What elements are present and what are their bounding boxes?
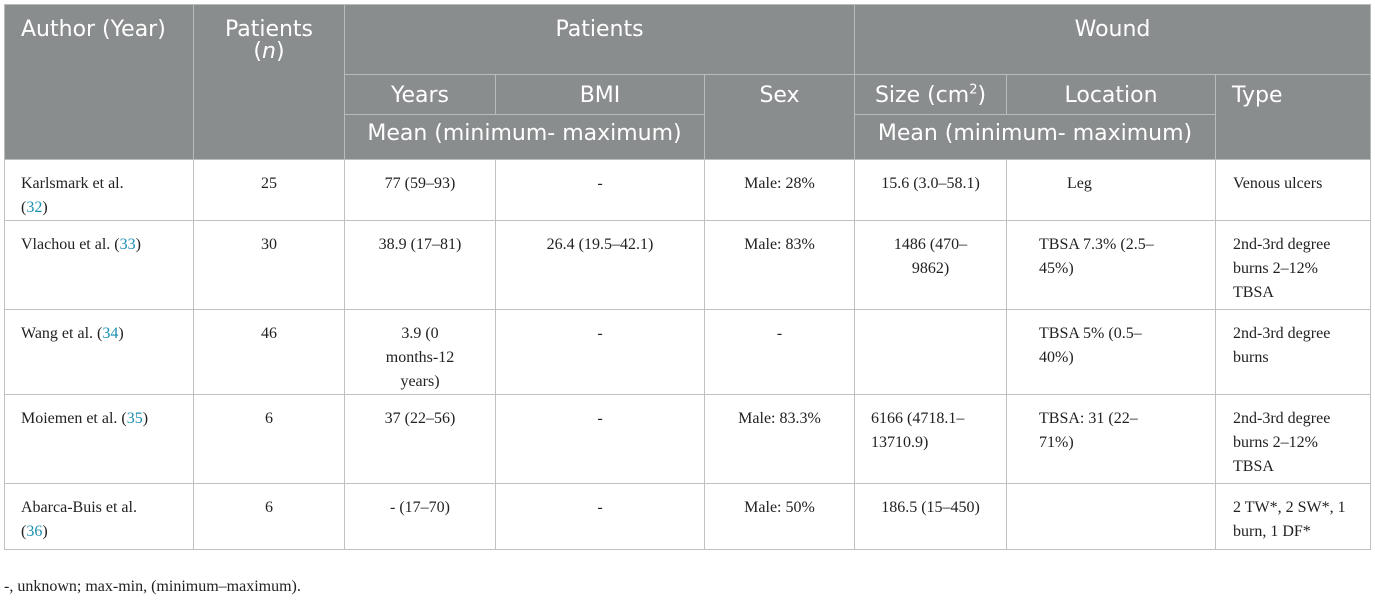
cell-bmi: -: [495, 159, 705, 221]
cell-size: [854, 309, 1008, 395]
table-row: Vlachou et al. (33) 30 38.9 (17–81) 26.4…: [4, 220, 1372, 310]
col-header-author-year: Author (Year): [4, 4, 194, 160]
cell-years: 38.9 (17–81): [344, 220, 496, 310]
cell-size: 186.5 (15–450): [854, 483, 1008, 550]
cell-n: 46: [193, 309, 345, 395]
cell-bmi: 26.4 (19.5–42.1): [495, 220, 705, 310]
cell-n: 30: [193, 220, 345, 310]
cell-author: Moiemen et al. (35): [4, 394, 194, 484]
col-header-size-suffix: ): [977, 83, 987, 108]
cell-size: 6166 (4718.1–13710.9): [854, 394, 1008, 484]
cell-n: 6: [193, 483, 345, 550]
table-footnote: -, unknown; max-min, (minimum–maximum).: [4, 578, 301, 595]
cell-sex: Male: 83%: [703, 220, 856, 310]
cell-location: TBSA 5% (0.5–40%): [1006, 309, 1217, 395]
table-row: Wang et al. (34) 46 3.9 (0 months-12 yea…: [4, 309, 1372, 395]
author-name: Abarca-Buis et al.: [21, 499, 137, 516]
group-header-patients: Patients: [343, 4, 856, 75]
cell-author: Wang et al. (34): [4, 309, 194, 395]
table-row: Abarca-Buis et al. (36) 6 - (17–70) - Mal…: [4, 483, 1372, 550]
cell-author: Karlsmark et al. (32): [4, 159, 194, 221]
data-table: Author (Year) Patients (n) Patients Woun…: [4, 4, 1372, 550]
cell-years: 3.9 (0 months-12 years): [344, 309, 496, 395]
cell-location: TBSA 7.3% (2.5–45%): [1006, 220, 1217, 310]
cell-type: Venous ulcers: [1215, 159, 1372, 221]
cell-type: 2nd-3rd degree burns 2–12% TBSA: [1215, 394, 1372, 484]
cell-sex: -: [703, 309, 856, 395]
col-header-size-sup: 2: [969, 82, 978, 98]
cell-years: 77 (59–93): [344, 159, 496, 221]
reference-link[interactable]: 32: [26, 199, 43, 216]
col-header-size: Size (cm2): [854, 74, 1008, 115]
table-container: Author (Year) Patients (n) Patients Woun…: [4, 4, 1372, 550]
col-header-size-prefix: Size (cm: [874, 83, 970, 108]
reference-link[interactable]: 33: [119, 236, 136, 253]
cell-location: TBSA: 31 (22–71%): [1006, 394, 1217, 484]
col-header-patients-n-var: n: [262, 39, 276, 64]
col-header-location: Location: [1006, 74, 1217, 115]
author-name: Wang et al.: [21, 325, 94, 342]
cell-size: 15.6 (3.0–58.1): [854, 159, 1008, 221]
col-header-type: Type: [1215, 74, 1372, 160]
reference-link[interactable]: 36: [26, 523, 43, 540]
cell-bmi: -: [495, 483, 705, 550]
subheader-mean-range-patients: Mean (minimum- maximum): [344, 114, 705, 160]
cell-sex: Male: 50%: [703, 483, 856, 550]
cell-author: Vlachou et al. (33): [4, 220, 194, 310]
col-header-sex: Sex: [703, 74, 856, 160]
cell-bmi: -: [495, 394, 705, 484]
table-row: Moiemen et al. (35) 6 37 (22–56) - Male:…: [4, 394, 1372, 484]
col-header-years: Years: [344, 74, 496, 115]
cell-location: [1006, 483, 1217, 550]
reference-link[interactable]: 34: [102, 325, 119, 342]
subheader-mean-range-wound: Mean (minimum- maximum): [854, 114, 1217, 160]
col-header-bmi: BMI: [495, 74, 705, 115]
cell-type: 2 TW*, 2 SW*, 1 burn, 1 DF*: [1215, 483, 1372, 550]
table-row: Karlsmark et al. (32) 25 77 (59–93) - Mal…: [4, 159, 1372, 221]
cell-type: 2nd-3rd degree burns 2–12% TBSA: [1215, 220, 1372, 310]
cell-size: 1486 (470–9862): [854, 220, 1008, 310]
cell-n: 25: [193, 159, 345, 221]
col-header-patients-n-label: Patients: [224, 17, 314, 42]
cell-n: 6: [193, 394, 345, 484]
cell-sex: Male: 83.3%: [703, 394, 856, 484]
cell-years: - (17–70): [344, 483, 496, 550]
col-header-patients-n: Patients (n): [193, 4, 345, 160]
author-name: Karlsmark et al.: [21, 175, 124, 192]
cell-sex: Male: 28%: [703, 159, 856, 221]
author-name: Vlachou et al.: [21, 236, 111, 253]
reference-link[interactable]: 35: [126, 410, 143, 427]
cell-bmi: -: [495, 309, 705, 395]
author-name: Moiemen et al.: [21, 410, 118, 427]
group-header-wound: Wound: [854, 4, 1372, 75]
cell-location: Leg: [1006, 159, 1217, 221]
cell-years: 37 (22–56): [344, 394, 496, 484]
cell-type: 2nd-3rd degree burns: [1215, 309, 1372, 395]
cell-author: Abarca-Buis et al. (36): [4, 483, 194, 550]
